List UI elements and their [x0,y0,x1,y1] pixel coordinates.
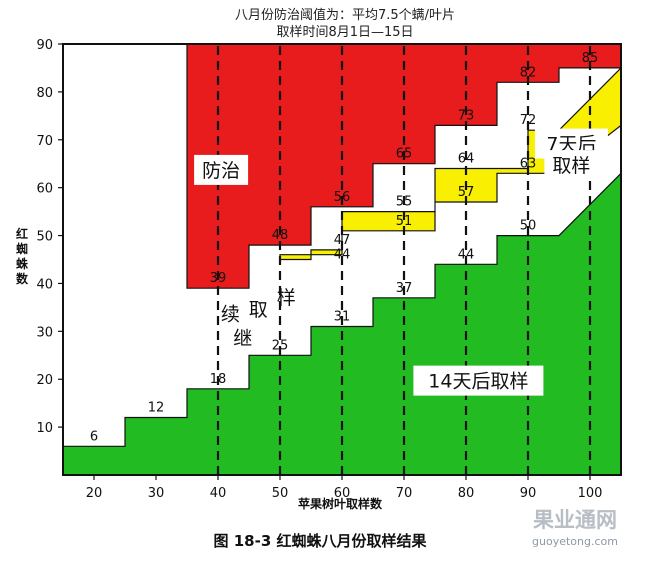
y-axis-label-char: 数 [16,271,29,286]
data-label-90-72: 72 [520,113,537,128]
data-label-80-44: 44 [458,247,475,262]
data-label-30-12: 12 [148,401,165,416]
data-label-70-65: 65 [396,147,413,162]
data-label-80-57: 57 [458,185,475,200]
y-tick-label-90: 90 [36,38,53,53]
data-label-70-37: 37 [396,281,413,296]
y-axis-label-char: 红 [16,226,28,241]
data-label-60-31: 31 [334,310,351,325]
x-tick-label-90: 90 [520,486,537,501]
data-label-90-63: 63 [520,156,537,171]
y-tick-label-30: 30 [36,325,53,340]
data-label-100-85: 85 [582,51,599,66]
chart-title-line2: 取样时间8月1日—15日 [276,25,413,40]
data-label-70-55: 55 [396,195,413,210]
y-tick-label-50: 50 [36,230,53,245]
region-label-2: 7天后 [546,134,596,156]
data-label-50-25: 25 [272,338,289,353]
region-label-3: 取样 [552,155,590,177]
data-label-40-39: 39 [210,271,227,286]
region-label-7: 取 [249,299,268,321]
y-axis-label: 红蜘蛛数 [16,226,29,286]
data-label-90-50: 50 [520,219,537,234]
data-label-90-82: 82 [520,65,537,80]
x-axis-label: 苹果树叶取样数 [298,496,383,511]
watermark-line2: guoyetong.com [532,535,618,548]
x-tick-label-40: 40 [210,486,227,501]
x-tick-label-100: 100 [578,486,603,501]
x-tick-label-50: 50 [272,486,289,501]
plot-area: 20 30 40 50 60 70 80 90 100 10 20 30 40 50 60 70 80 90 6 12… [36,38,622,501]
zone-3 [186,43,622,289]
data-label-60-47: 47 [334,233,351,248]
data-label-50-48: 48 [272,228,289,243]
watermark-line1: 果业通网 [533,508,617,532]
x-tick-label-70: 70 [396,486,413,501]
data-label-80-73: 73 [458,108,475,123]
region-label-box-1 [194,154,249,185]
y-tick-label-70: 70 [36,134,53,149]
region-label-box-4 [413,365,544,396]
x-tick-label-80: 80 [458,486,475,501]
data-label-60-44: 44 [334,247,351,262]
region-label-5: 继 [233,328,252,350]
region-label-4: 14天后取样 [428,371,528,393]
y-tick-label-40: 40 [36,277,53,292]
y-tick-label-80: 80 [36,86,53,101]
figure-caption: 图 18-3 红蜘蛛八月份取样结果 [214,532,428,550]
chart-title-line1: 八月份防治阈值为：平均7.5个螨/叶片 [235,7,455,23]
y-tick-label-60: 60 [36,182,53,197]
region-label-1: 防治 [202,160,240,182]
x-tick-label-30: 30 [148,486,165,501]
data-label-40-18: 18 [210,372,227,387]
data-label-60-56: 56 [334,190,351,205]
x-tick-label-20: 20 [86,486,103,501]
watermark: 果业通网 guoyetong.com [532,508,618,548]
region-label-8: 样 [277,287,296,309]
data-label-20-6: 6 [90,429,98,444]
region-label-6: 续 [221,304,240,326]
y-tick-label-20: 20 [36,373,53,388]
data-label-70-51: 51 [396,214,413,229]
y-axis-label-char: 蛛 [16,256,29,271]
y-tick-label-10: 10 [36,421,53,436]
zone-1 [62,171,622,476]
x-tick-label-60: 60 [334,486,351,501]
region-label-box-3 [544,150,599,181]
data-label-80-64: 64 [458,152,475,167]
y-axis-label-char: 蜘 [16,241,28,256]
